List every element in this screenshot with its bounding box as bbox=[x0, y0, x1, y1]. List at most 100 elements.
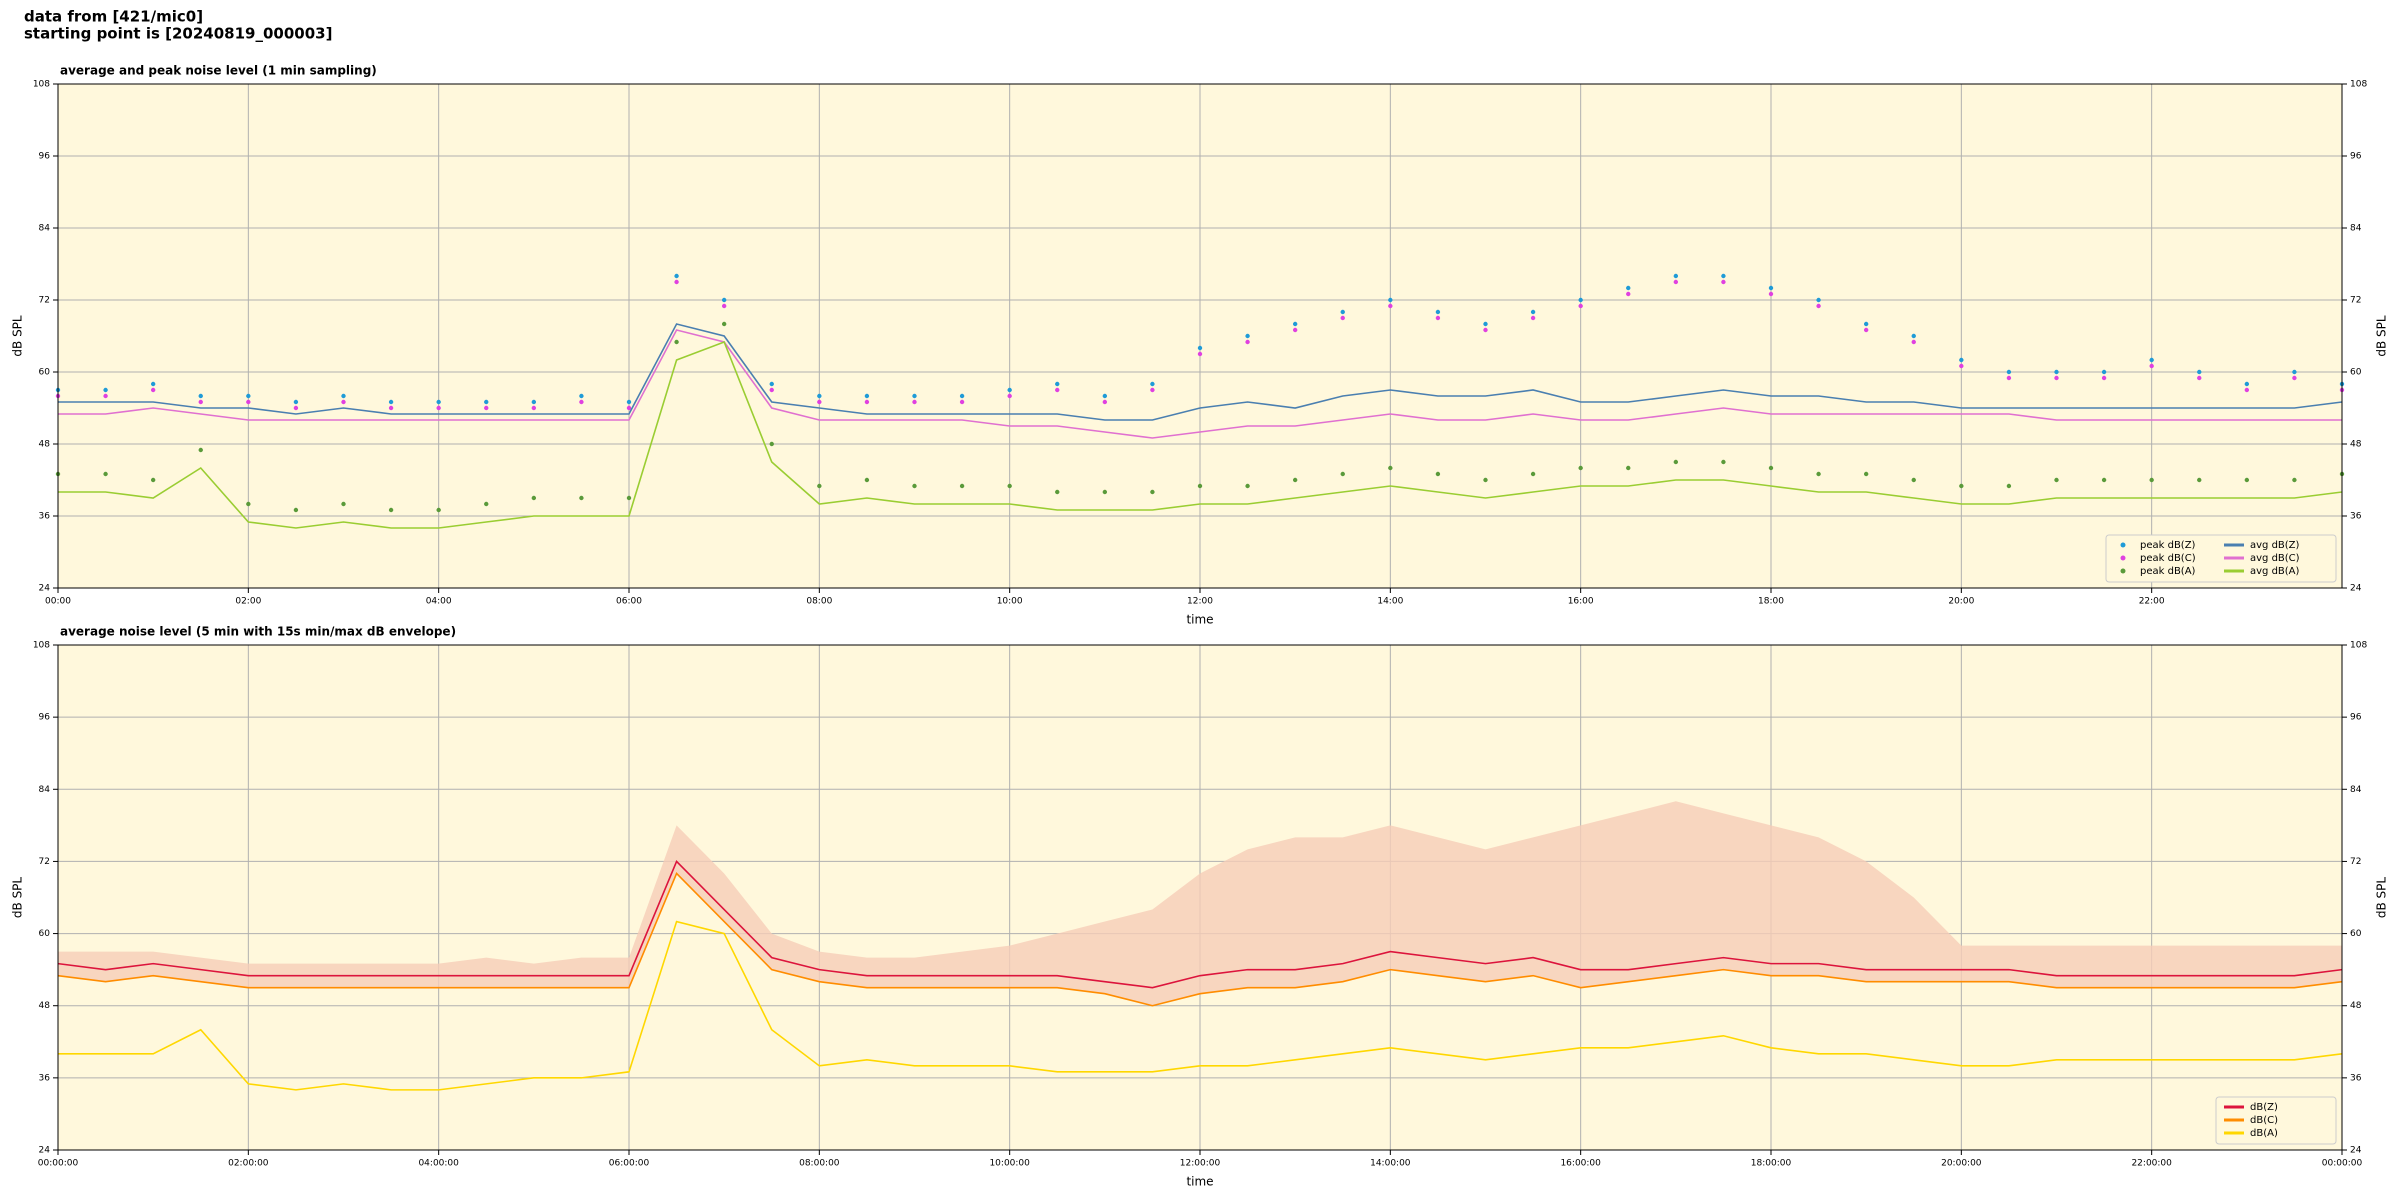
peak-point bbox=[1578, 465, 1583, 471]
x-tick-label: 08:00 bbox=[806, 597, 832, 607]
series-line bbox=[58, 329, 2342, 439]
x-tick-label: 18:00 bbox=[1758, 597, 1784, 607]
peak-point bbox=[1768, 465, 1774, 471]
legend-label: dB(Z) bbox=[2250, 1102, 2278, 1113]
peak-point bbox=[1483, 477, 1488, 483]
peak-point bbox=[1102, 393, 1108, 399]
legend-label: dB(A) bbox=[2250, 1128, 2278, 1139]
peak-point bbox=[103, 393, 108, 399]
x-tick-label: 10:00:00 bbox=[989, 1159, 1030, 1169]
peak-point bbox=[1578, 297, 1583, 303]
peak-point bbox=[1102, 489, 1108, 495]
header-line: data from [421/mic0] bbox=[24, 8, 203, 26]
header-line: starting point is [20240819_000003] bbox=[24, 25, 332, 43]
peak-point bbox=[1626, 291, 1631, 297]
y-tick-label: 24 bbox=[39, 1146, 51, 1156]
y-tick-label: 108 bbox=[33, 80, 50, 90]
peak-point bbox=[1959, 363, 1964, 369]
peak-point bbox=[626, 399, 632, 405]
y-tick-label: 84 bbox=[2350, 224, 2362, 234]
peak-point bbox=[674, 279, 679, 285]
peak-point bbox=[1388, 465, 1393, 471]
peak-point bbox=[1578, 303, 1583, 309]
peak-point bbox=[2101, 375, 2107, 381]
y-tick-label: 48 bbox=[2350, 440, 2362, 450]
x-tick-label: 04:00:00 bbox=[418, 1159, 459, 1169]
peak-point bbox=[1959, 357, 1964, 363]
peak-point bbox=[388, 405, 394, 411]
peak-point bbox=[912, 483, 917, 489]
peak-point bbox=[2101, 477, 2107, 483]
x-tick-label: 00:00:00 bbox=[38, 1159, 79, 1169]
peak-point bbox=[1055, 387, 1060, 393]
peak-point bbox=[1673, 273, 1679, 279]
peak-point bbox=[1530, 309, 1536, 315]
peak-point bbox=[1626, 465, 1631, 471]
peak-point bbox=[484, 501, 489, 507]
y-tick-label: 24 bbox=[39, 584, 51, 594]
x-tick-label: 22:00 bbox=[2139, 597, 2165, 607]
peak-point bbox=[1530, 471, 1536, 477]
peak-point bbox=[721, 297, 727, 303]
y-tick-label: 24 bbox=[2350, 1146, 2362, 1156]
peak-point bbox=[2244, 387, 2250, 393]
peak-point bbox=[198, 399, 203, 405]
y-tick-label: 60 bbox=[39, 368, 51, 378]
peak-point bbox=[1102, 399, 1108, 405]
peak-point bbox=[1816, 471, 1821, 477]
peak-point bbox=[531, 495, 537, 501]
peak-point bbox=[1340, 471, 1345, 477]
x-tick-label: 16:00:00 bbox=[1560, 1159, 1601, 1169]
peak-point bbox=[626, 495, 632, 501]
y-tick-label: 60 bbox=[2350, 929, 2362, 939]
peak-point bbox=[1245, 483, 1250, 489]
peak-point bbox=[2006, 369, 2012, 375]
peak-point bbox=[1768, 285, 1774, 291]
x-tick-label: 00:00:00 bbox=[2322, 1159, 2363, 1169]
legend-label: dB(C) bbox=[2250, 1115, 2278, 1126]
peak-point bbox=[1197, 351, 1203, 357]
peak-point bbox=[1721, 273, 1726, 279]
y-tick-label: 36 bbox=[39, 512, 51, 522]
legend-box bbox=[2215, 1096, 2337, 1145]
legend-label: avg dB(A) bbox=[2250, 566, 2300, 577]
x-tick-label: 22:00:00 bbox=[2131, 1159, 2172, 1169]
peak-point bbox=[2006, 483, 2012, 489]
peak-point bbox=[341, 501, 346, 507]
peak-point bbox=[769, 387, 774, 393]
peak-point bbox=[1435, 315, 1441, 321]
y-tick-label: 36 bbox=[39, 1073, 51, 1083]
legend-label: avg dB(C) bbox=[2250, 553, 2300, 564]
y-tick-label: 84 bbox=[39, 224, 51, 234]
peak-point bbox=[1863, 327, 1869, 333]
chart-title: average noise level (5 min with 15s min/… bbox=[60, 625, 456, 639]
peak-point bbox=[1245, 339, 1250, 345]
peak-point bbox=[436, 405, 441, 411]
x-tick-label: 20:00 bbox=[1948, 597, 1974, 607]
y-tick-label: 108 bbox=[33, 641, 50, 651]
peak-point bbox=[388, 507, 394, 513]
peak-point bbox=[817, 393, 822, 399]
series-line bbox=[57, 860, 2343, 989]
legend-label: avg dB(Z) bbox=[2250, 540, 2300, 551]
peak-point bbox=[579, 495, 584, 501]
peak-point bbox=[103, 471, 108, 477]
peak-point bbox=[1197, 345, 1203, 351]
y-tick-label: 72 bbox=[2350, 857, 2361, 867]
peak-point bbox=[2006, 375, 2012, 381]
peak-point bbox=[1816, 303, 1821, 309]
peak-point bbox=[959, 399, 965, 405]
y-axis-label: dB SPL bbox=[11, 315, 25, 357]
peak-point bbox=[246, 399, 251, 405]
peak-point bbox=[2197, 477, 2202, 483]
peak-point bbox=[1816, 297, 1821, 303]
peak-point bbox=[436, 399, 441, 405]
peak-point bbox=[1055, 489, 1060, 495]
y-tick-label: 72 bbox=[39, 296, 50, 306]
peak-point bbox=[769, 441, 774, 447]
peak-point bbox=[1007, 387, 1012, 393]
x-tick-label: 02:00:00 bbox=[228, 1159, 269, 1169]
y-tick-label: 72 bbox=[2350, 296, 2361, 306]
peak-point bbox=[721, 321, 727, 327]
peak-point bbox=[1483, 327, 1488, 333]
